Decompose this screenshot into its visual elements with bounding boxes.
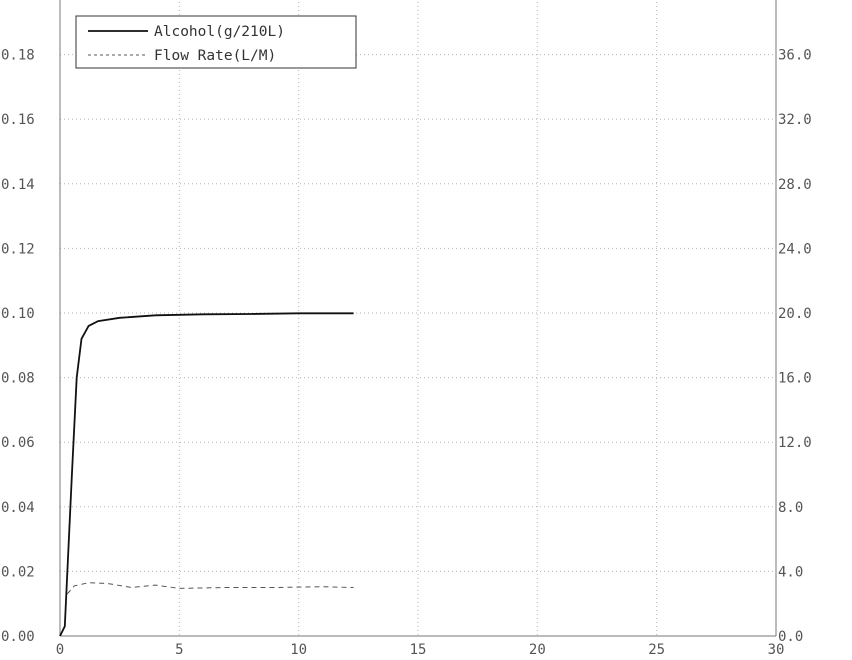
y-left-tick-label: 0.14	[1, 177, 35, 193]
y-right-tick-label: 28.0	[778, 177, 812, 193]
x-tick-label: 5	[175, 642, 183, 658]
series-line-flow-rate	[66, 582, 354, 595]
y-right-tick-label: 4.0	[778, 564, 803, 580]
x-tick-label: 0	[56, 642, 64, 658]
y-left-tick-label: 0.16	[1, 112, 35, 128]
y-right-tick-label: 12.0	[778, 435, 812, 451]
x-tick-label: 30	[768, 642, 785, 658]
y-right-tick-label: 0.0	[778, 629, 803, 645]
y-left-tick-label: 0.02	[1, 564, 35, 580]
x-tick-label: 25	[648, 642, 665, 658]
y-left-tick-label: 0.08	[1, 371, 35, 387]
y-left-tick-label: 0.00	[1, 629, 35, 645]
y-right-tick-label: 24.0	[778, 241, 812, 257]
legend: Alcohol(g/210L) Flow Rate(L/M)	[75, 15, 357, 69]
y-right-tick-label: 8.0	[778, 500, 803, 516]
grid	[60, 0, 776, 636]
y-left-tick-label: 0.06	[1, 435, 35, 451]
y-left-tick-label: 0.04	[1, 500, 35, 516]
y-left-tick-label: 0.18	[1, 48, 35, 64]
legend-label-alcohol: Alcohol(g/210L)	[154, 24, 285, 40]
x-tick-label: 20	[529, 642, 546, 658]
x-tick-label: 10	[290, 642, 307, 658]
plot-frame	[59, 0, 777, 637]
y-right-tick-label: 16.0	[778, 371, 812, 387]
legend-box	[75, 15, 357, 69]
y-left-tick-label: 0.10	[1, 306, 35, 322]
legend-label-flow-rate: Flow Rate(L/M)	[154, 48, 276, 64]
y-right-tick-label: 36.0	[778, 48, 812, 64]
series-line-alcohol	[59, 312, 354, 637]
y-left-tick-label: 0.12	[1, 241, 35, 257]
x-tick-label: 15	[410, 642, 427, 658]
tick-labels: 0 5 10 15 20 25 30 0.00 0.02 0.04 0.06 0.08 0.10 0.12…	[1, 48, 812, 658]
series	[59, 312, 354, 637]
y-right-tick-label: 32.0	[778, 112, 812, 128]
y-right-tick-label: 20.0	[778, 306, 812, 322]
